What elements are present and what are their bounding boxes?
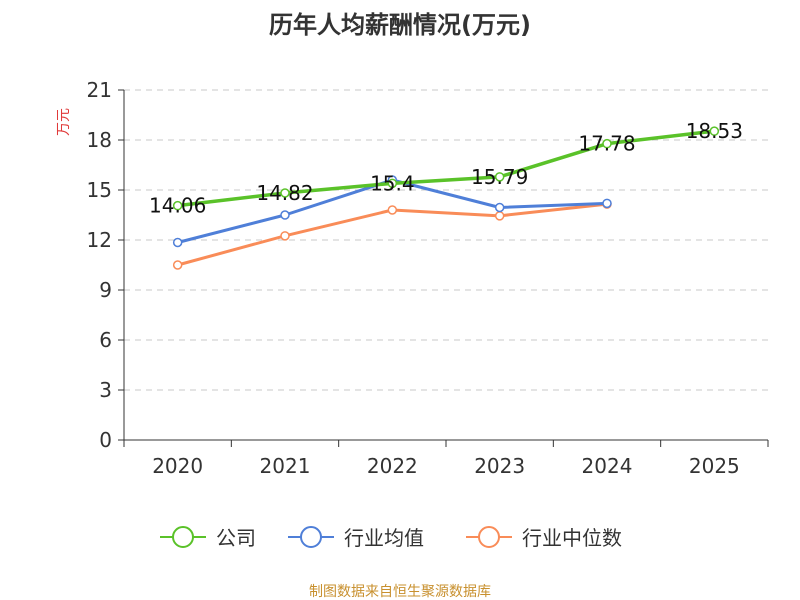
data-label: 18.53 bbox=[686, 119, 743, 143]
data-labels: 14.06 14.82 15.4 15.79 17.78 18.53 bbox=[149, 119, 743, 218]
data-point bbox=[387, 178, 398, 189]
legend-label: 公司 bbox=[216, 526, 256, 550]
data-point bbox=[602, 138, 612, 149]
data-label: 15.4 bbox=[370, 171, 415, 195]
data-point bbox=[280, 231, 290, 241]
source-note: 制图数据来自恒生聚源数据库 bbox=[309, 584, 491, 600]
x-tick-label: 2023 bbox=[474, 454, 525, 478]
x-tick-label: 2021 bbox=[260, 454, 311, 478]
x-tick-label: 2025 bbox=[689, 454, 740, 478]
x-tick-label: 2024 bbox=[582, 454, 633, 478]
gridlines bbox=[124, 89, 768, 391]
series-lines bbox=[172, 126, 720, 270]
data-label: 14.06 bbox=[149, 194, 206, 218]
legend-marker bbox=[478, 526, 500, 548]
y-tick-label: 18 bbox=[87, 128, 112, 152]
legend: 公司 行业均值 行业中位数 bbox=[160, 526, 622, 550]
data-point bbox=[172, 260, 183, 270]
legend-label: 行业中位数 bbox=[522, 526, 622, 550]
data-point bbox=[280, 210, 290, 220]
legend-marker bbox=[172, 526, 194, 548]
y-tick-label: 3 bbox=[99, 378, 112, 402]
data-label: 15.79 bbox=[471, 165, 528, 189]
data-point bbox=[172, 237, 183, 248]
y-axis-label: 万元 bbox=[56, 108, 72, 136]
data-point bbox=[172, 200, 183, 211]
data-point bbox=[494, 211, 505, 221]
y-tick-label: 21 bbox=[87, 78, 112, 102]
chart-title: 历年人均薪酬情况(万元) bbox=[269, 11, 531, 39]
data-point bbox=[709, 126, 720, 136]
y-tick-label: 9 bbox=[99, 278, 112, 302]
data-point bbox=[387, 205, 398, 215]
x-tick-label: 2022 bbox=[367, 454, 418, 478]
data-label: 17.78 bbox=[578, 132, 635, 156]
x-tick-label: 2020 bbox=[152, 454, 203, 478]
y-tick-label: 6 bbox=[99, 328, 112, 352]
data-point bbox=[602, 198, 612, 209]
axes: 0 3 6 9 12 15 18 21 2020 2021 2022 2023 2024 2025 bbox=[87, 78, 769, 478]
data-point bbox=[494, 172, 505, 182]
data-point bbox=[280, 188, 290, 198]
legend-label: 行业均值 bbox=[344, 526, 424, 550]
y-tick-label: 15 bbox=[87, 178, 112, 202]
data-point bbox=[494, 202, 505, 213]
series-line-1 bbox=[175, 129, 717, 208]
legend-marker bbox=[300, 526, 322, 548]
y-tick-label: 12 bbox=[87, 228, 112, 252]
y-tick-label: 0 bbox=[99, 428, 112, 452]
data-label: 14.82 bbox=[256, 181, 313, 205]
